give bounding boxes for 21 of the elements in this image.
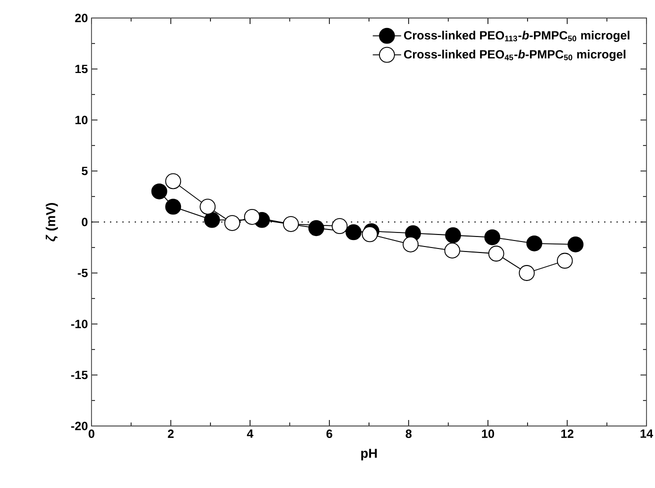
y-tick-label: 15 xyxy=(75,64,88,74)
y-tick-label: -5 xyxy=(78,268,88,278)
x-tick-label: 14 xyxy=(640,430,654,438)
x-tick-label: 8 xyxy=(406,430,412,438)
legend-label: Cross-linked PEO$_{45}$-b-PMPC$_{50}$ microgel xyxy=(404,50,626,61)
x-tick-label: 2 xyxy=(168,430,174,438)
y-tick-label: -15 xyxy=(71,370,88,380)
y-tick-label: 10 xyxy=(75,116,88,124)
y-tick-label: 0 xyxy=(82,218,88,226)
legend-label: Cross-linked PEO$_{113}$-b-PMPC$_{50}$ microgel xyxy=(404,30,630,42)
x-tick-label: 10 xyxy=(482,430,494,438)
x-tick-label: 12 xyxy=(561,430,574,438)
x-tick-label: 0 xyxy=(88,430,94,438)
y-tick-label: -20 xyxy=(71,422,88,430)
x-tick-label: 4 xyxy=(246,430,254,438)
y-tick-label: -10 xyxy=(71,320,88,328)
y-axis-title: ζ (mV) xyxy=(46,203,58,242)
x-tick-label: 6 xyxy=(326,430,332,438)
y-tick-label: 5 xyxy=(82,166,88,176)
x-axis-title: pH xyxy=(361,448,377,460)
y-tick-label: 20 xyxy=(75,14,88,22)
